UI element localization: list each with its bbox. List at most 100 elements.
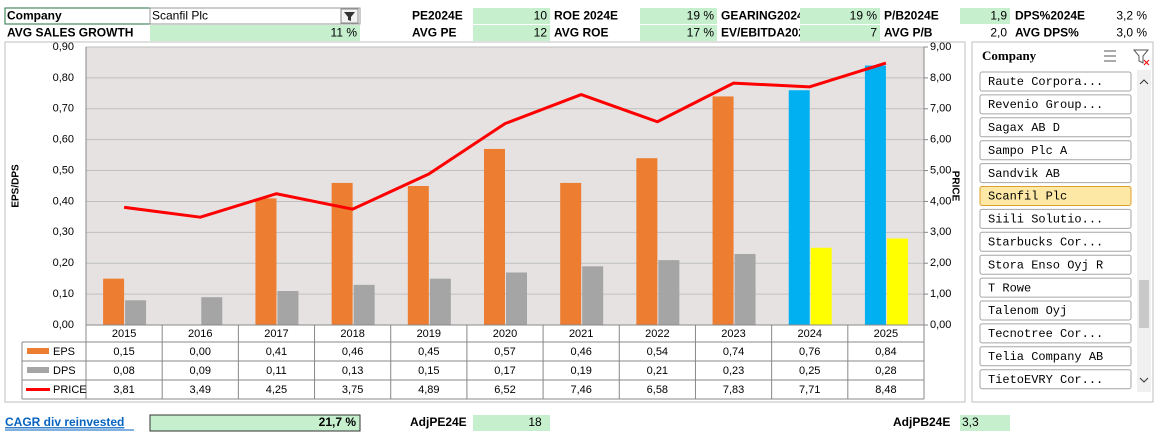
bar [712, 96, 734, 325]
footer-value: 21,7 % [319, 415, 357, 429]
slicer-icons [1104, 49, 1150, 66]
x-tick-label: 2025 [874, 328, 898, 340]
slicer-item[interactable] [979, 346, 1132, 367]
y2-tick-label: 7,00 [930, 103, 951, 115]
y-tick-label: 0,80 [53, 72, 74, 84]
table-value: 7,71 [799, 384, 820, 396]
legend-label: DPS [53, 365, 76, 377]
slicer-item-selected[interactable] [979, 186, 1132, 206]
cell-border [149, 7, 361, 25]
green-cell [640, 8, 717, 24]
y-tick-label: 0,60 [53, 134, 74, 146]
scroll-arrows [1139, 79, 1149, 383]
slicer-item[interactable] [979, 117, 1132, 138]
x-tick-label: 2019 [417, 328, 441, 340]
header-value: 2,0 [990, 26, 1007, 40]
price-line [123, 61, 887, 219]
slicer-item-label[interactable]: Telia Company AB [988, 350, 1103, 364]
slicer-item[interactable] [979, 163, 1132, 184]
multiselect-icon[interactable] [1104, 50, 1116, 62]
bar [658, 260, 680, 325]
slicer-item[interactable] [979, 231, 1132, 252]
bar [484, 148, 505, 325]
header-value: 12 [534, 26, 548, 40]
link[interactable]: CAGR div reinvested [5, 415, 124, 429]
slicer-item[interactable] [979, 71, 1132, 92]
slicer-item-label[interactable]: Revenio Group... [988, 98, 1103, 112]
bar [506, 272, 527, 325]
slicer-item-label[interactable]: Sagax AB D [988, 121, 1060, 135]
header-value: 3,2 % [1116, 9, 1147, 23]
header-label: EV/EBITDA2024E [721, 26, 820, 40]
green-cell [473, 8, 550, 24]
legend-swatch [27, 348, 49, 354]
slicer-item[interactable] [979, 94, 1132, 115]
header-label: AVG P/B [884, 26, 933, 40]
slicer-item-label[interactable]: Sandvik AB [988, 167, 1060, 181]
slicer-item-label[interactable]: Talenom Oyj [988, 304, 1067, 318]
bar [125, 300, 147, 325]
bar [886, 238, 908, 325]
header-label: AVG DPS% [1015, 26, 1079, 40]
y-tick-label: 0,90 [53, 41, 74, 53]
slicer-title: Company [982, 48, 1037, 63]
table-value: 3,49 [190, 384, 211, 396]
y-axis-label: EPS/DPS [11, 164, 22, 208]
header-value: 11 % [331, 26, 358, 40]
table-value: 0,54 [647, 346, 668, 358]
scrollbar[interactable] [1137, 70, 1151, 392]
table-value: 0,23 [723, 365, 744, 377]
scroll-thumb[interactable] [1139, 280, 1149, 328]
green-cell [640, 25, 717, 41]
slicer-item[interactable] [979, 300, 1132, 321]
header-value: 19 % [850, 9, 878, 23]
green-cell [150, 25, 360, 41]
table-value: 0,00 [190, 346, 211, 358]
y-tick-label: 0,50 [53, 164, 74, 176]
header-label: Company [7, 9, 62, 23]
bar [864, 65, 886, 326]
green-cell [960, 8, 1010, 24]
table-value: 4,89 [418, 384, 439, 396]
green-cell [800, 25, 880, 41]
slicer-item[interactable] [979, 369, 1132, 390]
slicer-item-label[interactable]: T Rowe [988, 281, 1031, 295]
header-label: P/B2024E [884, 9, 939, 23]
slicer-item[interactable] [979, 277, 1132, 298]
slicer-item-label[interactable]: Stora Enso Oyj R [988, 258, 1103, 272]
table-value: 0,41 [266, 346, 287, 358]
table-value: 0,45 [418, 346, 439, 358]
table-value: 0,46 [342, 346, 363, 358]
header-value: Scanfil Plc [152, 9, 208, 23]
slicer-item[interactable] [979, 323, 1132, 344]
bar [103, 278, 125, 325]
slicer-item[interactable] [979, 254, 1132, 275]
slicer-item-label[interactable]: Sampo Plc A [988, 144, 1068, 158]
table-value: 0,21 [647, 365, 668, 377]
clear-x [1143, 59, 1150, 66]
table-value: 7,83 [723, 384, 744, 396]
slicer-item-label[interactable]: TietoEVRY Cor... [988, 373, 1103, 387]
slicer-item-label[interactable]: Siili Solutio... [988, 213, 1103, 227]
slicer-item[interactable] [979, 208, 1132, 229]
table-value: 4,25 [266, 384, 287, 396]
table-value: 0,15 [113, 346, 134, 358]
table-value: 6,58 [647, 384, 668, 396]
header-value: 1,9 [990, 9, 1007, 23]
bar [636, 158, 658, 325]
filter-icon [344, 12, 355, 21]
header-label: AVG PE [412, 26, 456, 40]
slicer-item[interactable] [979, 140, 1132, 161]
y2-tick-label: 3,00 [930, 226, 951, 238]
clear-filter-icon[interactable] [1132, 49, 1150, 64]
y2-tick-label: 4,00 [930, 195, 951, 207]
slicer-item-label[interactable]: Raute Corpora... [988, 75, 1103, 89]
footer-label: AdjPB24E [893, 415, 950, 429]
bar [201, 297, 223, 325]
slicer-item-label[interactable]: Tecnotree Cor... [988, 327, 1103, 341]
slicer-item-label[interactable]: Scanfil Plc [988, 190, 1067, 204]
slicer-item-label[interactable]: Starbucks Cor... [988, 235, 1103, 249]
x-tick-label: 2015 [112, 328, 136, 340]
table-value: 0,74 [723, 346, 744, 358]
table-value: 0,57 [494, 346, 515, 358]
